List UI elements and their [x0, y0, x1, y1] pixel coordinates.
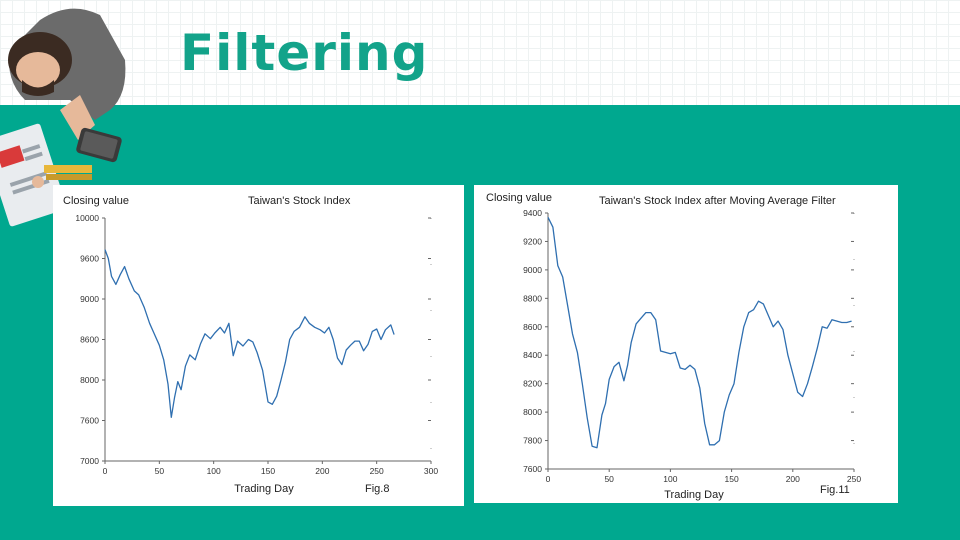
y-tick-label: 9400	[523, 208, 542, 218]
y-tick-label: 8600	[523, 322, 542, 332]
x-tick-label: 50	[604, 474, 614, 484]
y-tick-label: 8800	[523, 293, 542, 303]
x-tick-label: 0	[546, 474, 551, 484]
series-line	[104, 249, 395, 418]
y-axis-label: Closing value	[486, 192, 552, 204]
y-tick-label: 7000	[80, 456, 99, 466]
x-axis-label: Trading Day	[234, 483, 294, 495]
y-tick-label: 9000	[80, 294, 99, 304]
y-tick-label: 10000	[75, 213, 99, 223]
header-grid-background	[0, 0, 960, 105]
x-tick-label: 150	[261, 466, 275, 476]
x-tick-label: 100	[663, 474, 677, 484]
x-tick-label: 100	[207, 466, 221, 476]
x-tick-label: 150	[725, 474, 739, 484]
y-tick-label: 8000	[523, 407, 542, 417]
series-line	[547, 217, 852, 449]
chart-panel-stock-index: 7000 7600 8000 8600 9000 9600 10000 0 50 100 150 20…	[53, 185, 464, 506]
x-tick-label: 50	[155, 466, 165, 476]
x-tick-label: 250	[847, 474, 861, 484]
y-tick-label: 7600	[523, 464, 542, 474]
person-illustration	[0, 8, 126, 227]
moving-average-chart: 7600 7800 8000 8200 8400 8600 8800 9000 9200 9400…	[486, 192, 861, 501]
y-axis-label: Closing value	[63, 195, 129, 207]
y-tick-label: 7800	[523, 436, 542, 446]
y-tick-label: 8200	[523, 379, 542, 389]
x-axis-label: Trading Day	[664, 489, 724, 501]
figure-caption: Fig.11	[820, 484, 850, 496]
chart-panel-moving-average: 7600 7800 8000 8200 8400 8600 8800 9000 9200 9400…	[474, 185, 898, 503]
y-tick-label: 8400	[523, 350, 542, 360]
stock-index-chart: 7000 7600 8000 8600 9000 9600 10000 0 50 100 150 20…	[63, 195, 438, 495]
x-tick-label: 250	[370, 466, 384, 476]
y-tick-label: 8000	[80, 375, 99, 385]
x-tick-label: 300	[424, 466, 438, 476]
y-tick-label: 9600	[80, 254, 99, 264]
y-tick-label: 8600	[80, 335, 99, 345]
chart-title: Taiwan's Stock Index	[248, 195, 351, 207]
chart-title: Taiwan's Stock Index after Moving Averag…	[599, 195, 836, 207]
y-tick-label: 9000	[523, 265, 542, 275]
figure-caption: Fig.8	[365, 483, 389, 495]
y-tick-label: 7600	[80, 416, 99, 426]
x-tick-label: 200	[315, 466, 329, 476]
slide-title: Filtering	[180, 24, 429, 82]
y-tick-label: 9200	[523, 236, 542, 246]
x-tick-label: 200	[786, 474, 800, 484]
x-tick-label: 0	[103, 466, 108, 476]
